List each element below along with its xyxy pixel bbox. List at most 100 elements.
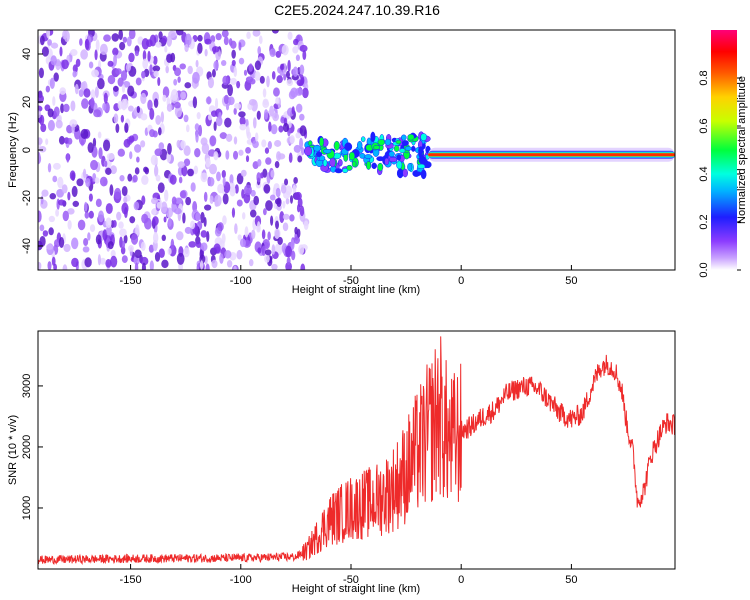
noise-blob	[142, 50, 147, 61]
noise-blob	[177, 161, 185, 169]
noise-blob	[286, 79, 294, 87]
noise-blob	[97, 131, 102, 139]
noise-blob	[120, 70, 128, 81]
signal-blob	[420, 169, 427, 180]
noise-blob	[204, 48, 208, 57]
noise-blob	[294, 191, 302, 201]
noise-blob	[183, 145, 191, 157]
noise-blob	[71, 123, 75, 134]
noise-blob	[95, 198, 102, 208]
noise-blob	[106, 153, 115, 160]
noise-blob	[296, 79, 304, 87]
noise-blob	[97, 78, 105, 90]
noise-blob	[46, 30, 51, 39]
noise-blob	[262, 88, 267, 98]
noise-blob	[297, 155, 303, 163]
signal-blob	[360, 136, 366, 143]
signal-blob	[307, 140, 313, 146]
noise-blob	[293, 38, 299, 46]
spectrogram-y-tick-label: -40	[21, 238, 33, 254]
noise-blob	[293, 144, 301, 153]
noise-blob	[123, 98, 129, 109]
noise-blob	[149, 107, 155, 120]
noise-blob	[83, 201, 88, 212]
noise-blob	[166, 103, 173, 112]
noise-blob	[171, 196, 177, 205]
noise-blob	[150, 197, 159, 205]
spectrogram-x-tick-label: -50	[343, 275, 359, 287]
noise-blob	[181, 165, 188, 177]
noise-blob	[161, 259, 169, 269]
signal-blob	[420, 133, 428, 142]
noise-blob	[242, 212, 246, 220]
noise-blob	[83, 237, 89, 247]
noise-blob	[72, 64, 78, 73]
noise-blob	[113, 113, 119, 124]
noise-blob	[126, 36, 132, 47]
noise-blob	[258, 35, 263, 45]
noise-blob	[275, 50, 282, 58]
noise-blob	[298, 244, 305, 255]
noise-blob	[93, 109, 102, 118]
noise-blob	[236, 249, 243, 260]
signal-blob	[342, 167, 349, 174]
noise-blob	[120, 246, 126, 255]
noise-blob	[164, 189, 169, 202]
noise-blob	[221, 30, 229, 38]
noise-blob	[184, 43, 189, 53]
noise-blob	[149, 64, 153, 76]
noise-blob	[148, 244, 155, 253]
snr-x-tick-label: -150	[120, 574, 142, 586]
noise-blob	[62, 210, 69, 222]
noise-blob	[166, 151, 172, 163]
noise-blob	[271, 30, 279, 34]
noise-blob	[269, 105, 275, 117]
noise-blob	[280, 184, 287, 194]
noise-blob	[45, 138, 49, 145]
noise-blob	[52, 96, 56, 107]
noise-blob	[38, 105, 43, 112]
spectrogram-y-axis-title: Frequency (Hz)	[7, 112, 19, 188]
snr-x-tick-label: 0	[458, 574, 464, 586]
noise-blob	[58, 237, 65, 248]
noise-blob	[55, 208, 59, 217]
noise-blob	[200, 172, 208, 183]
noise-blob	[216, 171, 221, 182]
noise-blob	[47, 119, 55, 132]
noise-blob	[271, 71, 276, 80]
noise-blob	[212, 68, 216, 78]
noise-blob	[147, 99, 153, 111]
noise-blob	[97, 210, 105, 223]
noise-blob	[200, 230, 208, 238]
noise-blob	[276, 75, 283, 84]
noise-blob	[49, 77, 55, 90]
noise-blob	[279, 68, 285, 77]
noise-blob	[223, 36, 229, 46]
noise-blob	[47, 261, 52, 270]
noise-blob	[160, 201, 168, 214]
noise-blob	[50, 55, 57, 66]
noise-blob	[288, 152, 293, 163]
noise-blob	[168, 30, 176, 39]
spectrogram-noise-field	[38, 30, 310, 270]
noise-blob	[82, 246, 90, 253]
noise-blob	[63, 103, 70, 113]
noise-blob	[74, 83, 79, 95]
noise-blob	[123, 234, 128, 244]
noise-blob	[278, 125, 284, 133]
noise-blob	[91, 69, 100, 78]
noise-blob	[122, 36, 128, 43]
noise-blob	[111, 33, 120, 42]
noise-blob	[201, 142, 210, 155]
noise-blob	[55, 119, 63, 129]
signal-blob	[304, 146, 313, 156]
noise-blob	[250, 189, 256, 197]
noise-blob	[38, 137, 43, 145]
noise-blob	[291, 250, 296, 261]
noise-blob	[123, 138, 131, 148]
noise-blob	[134, 144, 142, 153]
noise-blob	[195, 241, 202, 249]
noise-blob	[281, 44, 289, 56]
noise-blob	[215, 33, 222, 41]
